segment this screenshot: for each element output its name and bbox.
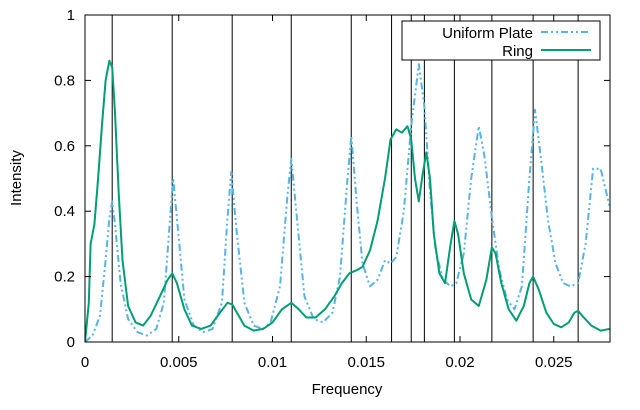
x-tick-label: 0.02 xyxy=(445,354,474,371)
y-tick-label: 0.6 xyxy=(54,138,75,155)
plot-frame xyxy=(84,14,611,343)
reference-lines xyxy=(111,15,579,342)
x-tick-label: 0.015 xyxy=(347,354,385,371)
series-line-uniform-plate xyxy=(85,63,610,342)
x-tick-label: 0.005 xyxy=(160,354,198,371)
series-line-ring xyxy=(85,59,610,342)
y-axis: 0 0.2 0.4 0.6 0.8 1 xyxy=(54,7,610,351)
y-tick-label: 0.2 xyxy=(54,269,75,286)
x-tick-label: 0.01 xyxy=(258,354,287,371)
y-tick-label: 1 xyxy=(67,7,75,24)
x-tick-label: 0 xyxy=(81,354,89,371)
x-tick-label: 0.025 xyxy=(535,354,573,371)
y-axis-label: Intensity xyxy=(8,150,25,206)
x-axis-label: Frequency xyxy=(312,381,383,398)
y-tick-label: 0.8 xyxy=(54,72,75,89)
y-tick-label: 0 xyxy=(67,334,75,351)
legend: Uniform Plate Ring xyxy=(401,20,601,61)
legend-box xyxy=(401,20,601,61)
x-axis: 0 0.005 0.01 0.015 0.02 0.025 xyxy=(81,15,573,371)
legend-label-ring: Ring xyxy=(502,43,533,60)
legend-label-uniform-plate: Uniform Plate xyxy=(442,25,533,42)
y-tick-label: 0.4 xyxy=(54,203,75,220)
series-layer xyxy=(85,59,610,342)
